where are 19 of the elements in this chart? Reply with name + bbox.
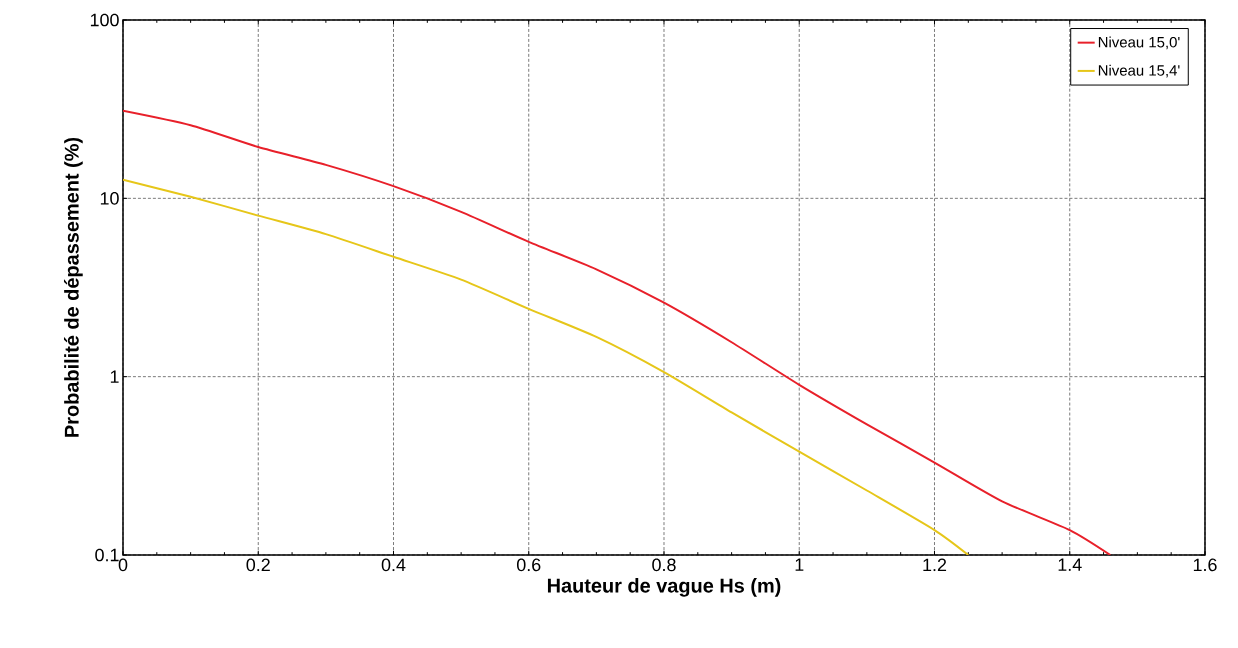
line-series [123,178,970,555]
x-tick-label: 0.4 [381,558,406,572]
x-tick-label: 0.6 [516,558,541,572]
y-tick-label: 100 [90,13,119,27]
x-tick-label: 0.2 [246,558,270,572]
y-axis-title: Probabilité de dépassement (%) [63,137,83,437]
x-tick-label: 1.4 [1058,558,1082,571]
legend-label: Niveau 15,0' [1098,36,1180,50]
line-series [123,109,1112,555]
y-tick-label: 1 [110,370,119,383]
x-tick-label: 1.6 [1193,558,1217,572]
y-tick-label: 0.1 [95,548,119,562]
x-tick-label: 1.2 [923,558,947,572]
x-axis-title: Hauteur de vague Hs (m) [547,578,781,597]
legend-label: Niveau 15,4' [1098,64,1180,78]
x-tick-label: 0.8 [652,558,676,572]
y-tick-label: 10 [100,191,119,205]
x-tick-label: 1 [795,558,804,571]
x-tick-label: 0 [118,558,128,572]
